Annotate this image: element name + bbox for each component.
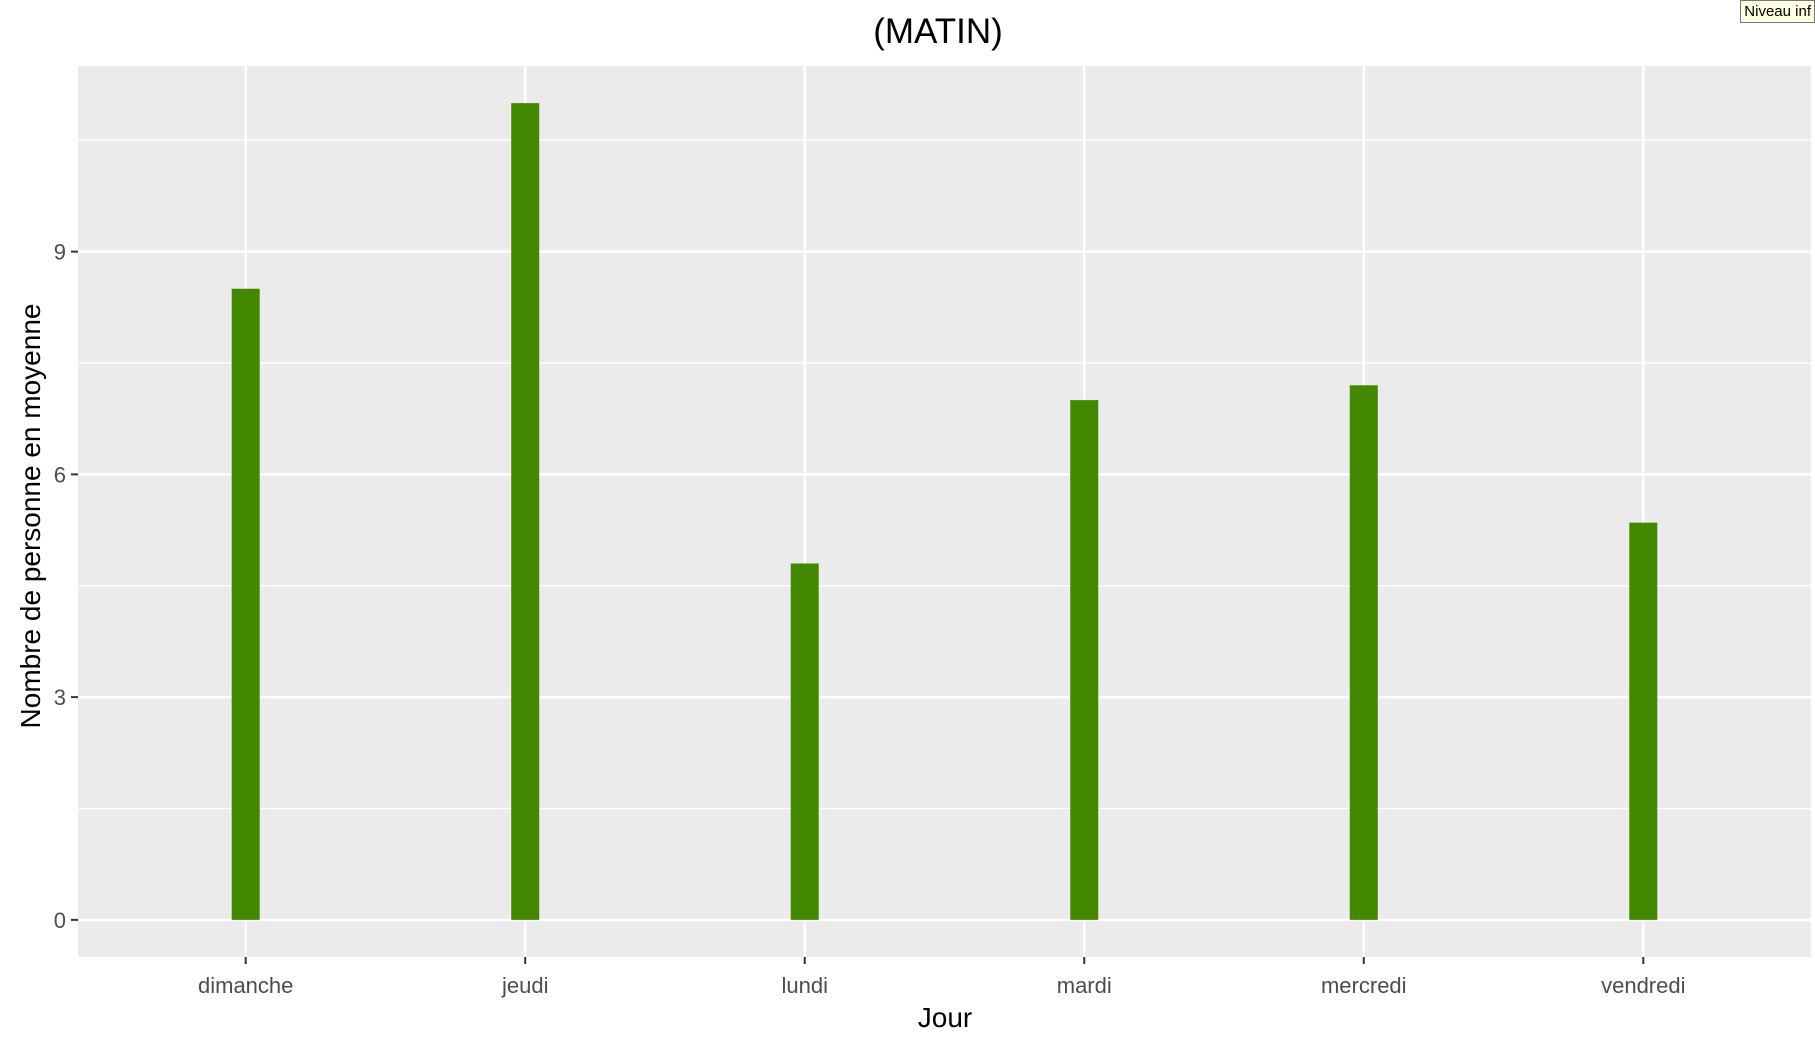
plot-panel xyxy=(78,66,1811,957)
x-tick-label: dimanche xyxy=(198,973,293,998)
x-tick-label: mardi xyxy=(1057,973,1112,998)
chart-title: (MATIN) xyxy=(873,12,1003,51)
x-tick-label: jeudi xyxy=(501,973,548,998)
bars xyxy=(231,103,1658,920)
x-tick-label: vendredi xyxy=(1601,973,1685,998)
y-tick-label: 9 xyxy=(54,240,66,265)
x-tick-label: lundi xyxy=(781,973,827,998)
y-axis-label: Nombre de personne en moyenne xyxy=(15,304,46,729)
y-axis: 0 3 6 9 xyxy=(54,240,78,933)
x-tick-label: mercredi xyxy=(1321,973,1407,998)
bar-mercredi xyxy=(1349,385,1378,920)
y-tick-label: 0 xyxy=(54,908,66,933)
bar-jeudi xyxy=(511,103,540,920)
x-axis: dimanche jeudi lundi mardi mercredi vendredi xyxy=(198,957,1685,998)
tooltip: Niveau inf xyxy=(1740,0,1815,23)
bar-lundi xyxy=(790,563,819,920)
x-axis-label: Jour xyxy=(918,1002,972,1033)
y-tick-label: 3 xyxy=(54,685,66,710)
y-tick-label: 6 xyxy=(54,462,66,487)
bar-dimanche xyxy=(231,288,260,920)
bar-mardi xyxy=(1070,400,1099,920)
bar-vendredi xyxy=(1629,522,1658,920)
